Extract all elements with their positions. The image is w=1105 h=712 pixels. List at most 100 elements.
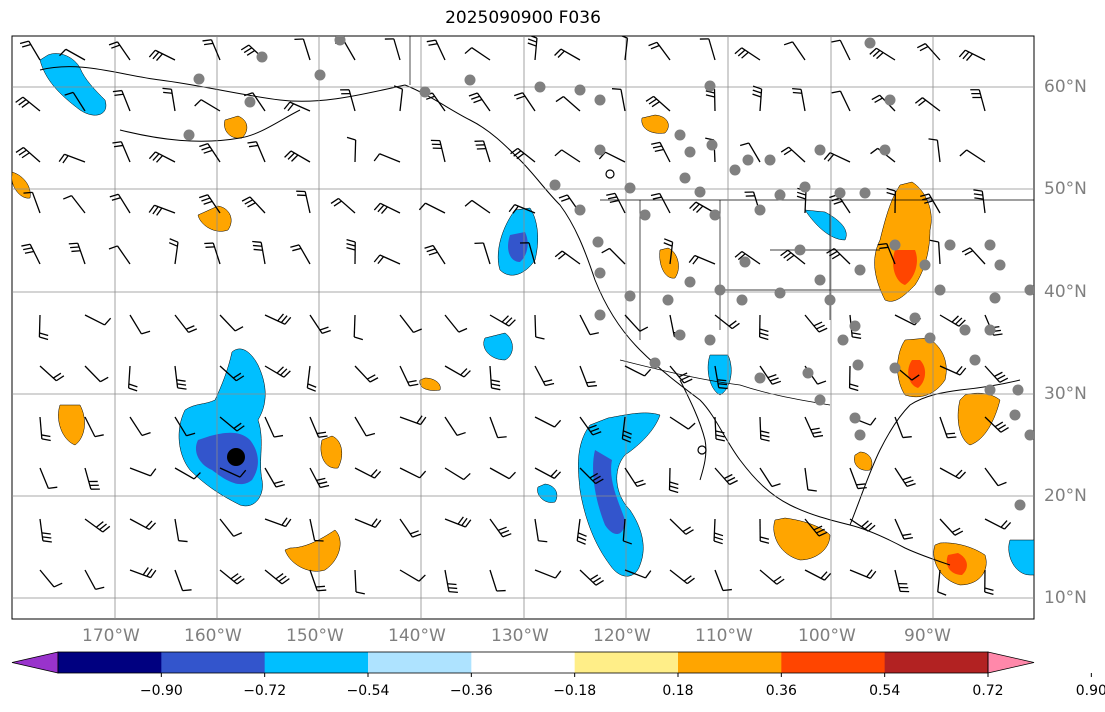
wind-barb-flag — [877, 242, 887, 246]
wind-barb-staff — [748, 142, 761, 163]
open-circle-marker — [605, 169, 615, 179]
lon-label-170w: 170°W — [82, 626, 140, 646]
wind-barb-flag — [95, 521, 104, 528]
wind-barb-flag — [491, 387, 501, 391]
wind-barb-staff — [399, 467, 420, 479]
station-dot — [314, 69, 326, 81]
wind-barb-flag — [53, 372, 62, 379]
wind-barb-flag — [869, 47, 877, 55]
station-dot — [679, 172, 691, 184]
station-dot — [419, 86, 431, 98]
wind-barb-flag — [663, 238, 673, 243]
storm-center-marker — [227, 448, 245, 466]
anomaly-shading — [12, 53, 1034, 586]
wind-barb-flag — [866, 569, 873, 578]
wind-barb-staff — [354, 569, 357, 593]
wind-barb-flag — [426, 95, 435, 100]
wind-barb-flag — [247, 202, 256, 208]
wind-barb-flag — [776, 578, 785, 585]
wind-barb-flag — [243, 92, 253, 97]
lon-label-130w: 130°W — [491, 626, 549, 646]
wind-barb-flag — [669, 481, 679, 486]
lon-label-140w: 140°W — [388, 626, 446, 646]
wind-barb-flag — [464, 519, 472, 528]
wind-barb-flag — [373, 153, 381, 162]
wind-barb-flag — [739, 142, 750, 147]
wind-barb-flag — [508, 471, 516, 480]
wind-barb-flag — [886, 191, 896, 196]
wind-barb-staff — [669, 416, 689, 430]
wind-barb-flag — [919, 46, 929, 52]
wind-barb-flag — [112, 89, 122, 93]
wind-barb-flag — [966, 53, 973, 61]
wind-barb-flag — [576, 540, 586, 545]
wind-barb-staff — [482, 242, 491, 265]
wind-barb-flag — [318, 481, 328, 485]
wind-barb-flag — [783, 149, 793, 156]
wind-barb-flag — [501, 315, 509, 323]
wind-barb-flag — [714, 532, 724, 537]
wind-barb-staff — [264, 416, 275, 438]
wind-barb-flag — [346, 246, 356, 251]
colorbar-outline — [57, 651, 989, 674]
wind-barb-flag — [236, 578, 245, 585]
wind-barb-flag — [497, 526, 507, 531]
wind-barb-flag — [651, 101, 660, 108]
wind-barb-flag — [867, 524, 876, 532]
wind-barb-flag — [316, 431, 327, 435]
wind-barb-flag — [997, 424, 1007, 431]
station-dot — [884, 94, 896, 106]
station-dot — [1014, 499, 1026, 511]
wind-barb-flag — [823, 152, 831, 160]
wind-barb-staff — [804, 467, 809, 490]
wind-barb-flag — [726, 476, 736, 483]
wind-barb-flag — [689, 201, 697, 209]
wind-barb-flag — [150, 468, 157, 477]
wind-barb-flag — [554, 419, 562, 428]
wind-barb-flag — [156, 207, 163, 216]
colorbar-tick-label: −0.54 — [346, 683, 390, 699]
wind-barb-flag — [951, 527, 961, 533]
wind-barb-flag — [234, 326, 244, 332]
wind-barb-staff — [252, 92, 266, 112]
graticule — [12, 36, 1034, 619]
wind-barb-flag — [826, 248, 835, 254]
wind-barb-staff — [937, 569, 941, 592]
wind-barb-flag — [959, 367, 967, 376]
wind-barb-staff — [534, 314, 537, 338]
wind-barb-flag — [682, 526, 691, 533]
wind-barb-staff — [936, 140, 941, 163]
wind-barb-flag — [955, 365, 963, 374]
wind-barb-flag — [752, 85, 762, 90]
station-dot — [594, 144, 606, 156]
wind-barb-flag — [554, 570, 562, 579]
wind-barb-flag — [713, 540, 723, 545]
wind-barb-flag — [413, 328, 422, 334]
station-dot — [814, 394, 826, 406]
wind-barb-flag — [64, 91, 74, 96]
wind-barb-flag — [108, 41, 118, 46]
wind-barb-flag — [558, 252, 566, 260]
wind-barb-flag — [71, 250, 81, 253]
wind-barb-staff — [116, 245, 131, 265]
wind-barb-staff — [713, 88, 716, 112]
wind-barb-flag — [759, 336, 769, 341]
wind-barb-flag — [651, 141, 661, 145]
station-dot — [1012, 384, 1024, 396]
wind-barb-flag — [463, 370, 471, 378]
lat-label-40n: 40°N — [1044, 282, 1087, 302]
wind-barb-flag — [252, 244, 262, 247]
wind-barb-staff — [399, 314, 414, 333]
station-dot — [989, 292, 1001, 304]
wind-barb-staff — [714, 569, 724, 591]
wind-barb-flag — [714, 536, 724, 541]
wind-barb-flag — [393, 85, 403, 90]
lon-label-150w: 150°W — [286, 626, 344, 646]
wind-barb-flag — [650, 44, 660, 50]
wind-barb-flag — [962, 51, 970, 60]
wind-barb-flag — [148, 151, 156, 160]
wind-barb-flag — [508, 319, 516, 327]
wind-barb-flag — [412, 533, 422, 538]
station-dot — [624, 182, 636, 194]
wind-barb-flag — [692, 256, 699, 265]
